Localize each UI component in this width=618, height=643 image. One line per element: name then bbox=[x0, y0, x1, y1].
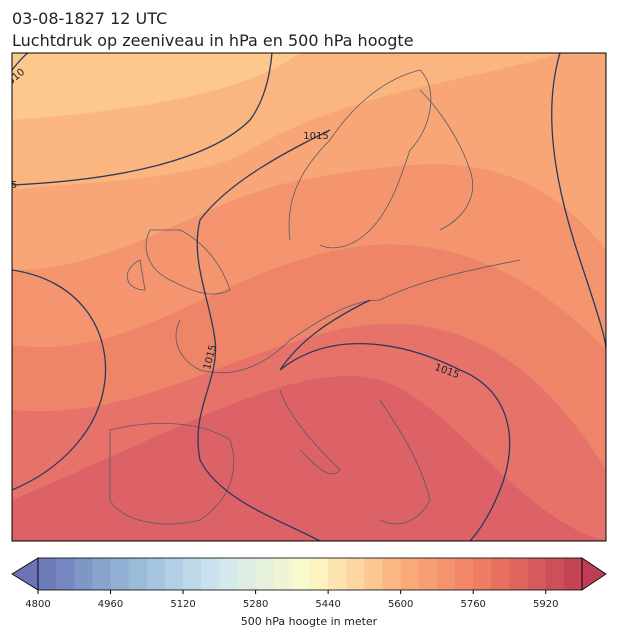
colorbar-bin bbox=[364, 558, 384, 590]
colorbar-tick-label: 5120 bbox=[170, 599, 195, 610]
colorbar-bin bbox=[436, 558, 456, 590]
colorbar-bin bbox=[527, 558, 547, 590]
colorbar-bin bbox=[38, 558, 57, 590]
map: 1015 1015 1015 510 5 bbox=[11, 53, 606, 541]
colorbar-bin bbox=[74, 558, 93, 590]
colorbar-bin bbox=[128, 558, 148, 590]
colorbar-label: 500 hPa hoogte in meter bbox=[241, 615, 378, 628]
map-frame bbox=[11, 52, 607, 542]
colorbar-bin bbox=[255, 558, 275, 590]
title: 03-08-1827 12 UTC bbox=[12, 9, 167, 28]
colorbar-bin bbox=[273, 558, 293, 590]
colorbar-bin bbox=[237, 558, 257, 590]
colorbar-extend-high bbox=[581, 557, 607, 591]
colorbar-tick-label: 5440 bbox=[315, 599, 340, 610]
colorbar-tick-label: 4960 bbox=[98, 599, 123, 610]
colorbar-bin bbox=[164, 558, 184, 590]
colorbar-bin bbox=[328, 558, 347, 590]
subtitle: Luchtdruk op zeeniveau in hPa en 500 hPa… bbox=[12, 31, 414, 50]
colorbar-bin bbox=[310, 558, 329, 590]
contour-label: 1015 bbox=[303, 131, 328, 142]
isobar bbox=[12, 269, 107, 491]
colorbar-bin bbox=[110, 558, 130, 590]
colorbar-bin bbox=[291, 558, 311, 590]
isobar bbox=[279, 299, 511, 541]
colorbar-frame bbox=[37, 557, 583, 591]
isobar bbox=[12, 53, 273, 186]
colorbar-bin bbox=[545, 558, 565, 590]
colorbar: 4800 4960 5120 5280 5440 5600 5760 5920 bbox=[11, 557, 607, 610]
isobar bbox=[551, 53, 606, 351]
height-band bbox=[12, 53, 300, 120]
contour-label: 5 bbox=[11, 180, 17, 191]
colorbar-tick-label: 5600 bbox=[388, 599, 413, 610]
isobar bbox=[196, 129, 331, 541]
colorbar-bin bbox=[563, 558, 583, 590]
colorbar-bin bbox=[346, 558, 365, 590]
isobar bbox=[12, 53, 29, 71]
colorbar-bin bbox=[400, 558, 420, 590]
colorbar-bin bbox=[418, 558, 438, 590]
colorbar-bin bbox=[183, 558, 202, 590]
colorbar-tick-label: 5760 bbox=[460, 599, 485, 610]
colorbar-bin bbox=[382, 558, 402, 590]
colorbar-bin bbox=[219, 558, 238, 590]
colorbar-extend-low bbox=[11, 557, 39, 591]
colorbar-bin bbox=[473, 558, 492, 590]
colorbar-tick-label: 5280 bbox=[243, 599, 268, 610]
colorbar-bin bbox=[56, 558, 75, 590]
colorbar-bin bbox=[491, 558, 510, 590]
colorbar-bin bbox=[92, 558, 112, 590]
colorbar-bin bbox=[146, 558, 166, 590]
coastline bbox=[109, 69, 521, 525]
colorbar-bin bbox=[201, 558, 220, 590]
colorbar-tick-label: 5920 bbox=[533, 599, 558, 610]
colorbar-tick-label: 4800 bbox=[25, 599, 50, 610]
colorbar-bin bbox=[455, 558, 474, 590]
colorbar-bin bbox=[509, 558, 529, 590]
